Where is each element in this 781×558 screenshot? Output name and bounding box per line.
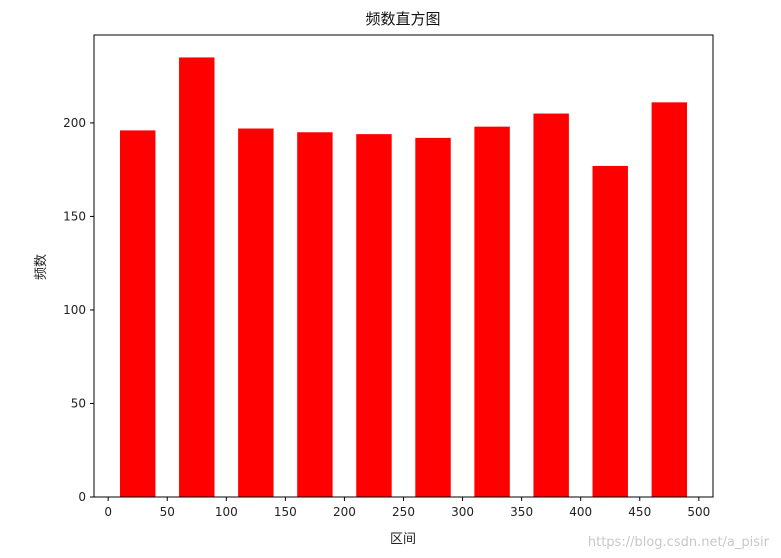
x-tick-label: 150 <box>274 505 297 519</box>
y-tick-label: 50 <box>71 396 86 410</box>
bar-1 <box>179 57 215 497</box>
x-axis-label: 区间 <box>390 532 416 547</box>
y-tick-label: 0 <box>78 490 86 504</box>
y-tick-label: 100 <box>63 303 86 317</box>
watermark-text: https://blog.csdn.net/a_pisir <box>587 535 769 550</box>
bar-7 <box>533 113 569 497</box>
x-tick-label: 250 <box>392 505 415 519</box>
y-tick-label: 200 <box>63 116 86 130</box>
bar-4 <box>356 134 392 497</box>
x-tick-label: 0 <box>104 505 112 519</box>
x-tick-label: 200 <box>333 505 356 519</box>
bars-group <box>119 57 688 498</box>
y-axis-label: 频数 <box>34 254 49 280</box>
x-tick-label: 500 <box>687 505 710 519</box>
bar-5 <box>415 137 451 497</box>
x-tick-label: 50 <box>160 505 175 519</box>
bar-2 <box>238 128 274 497</box>
y-axis-ticks: 0 50 100 150 200 <box>63 116 94 504</box>
bar-9 <box>651 102 688 497</box>
x-tick-label: 300 <box>451 505 474 519</box>
x-axis-ticks: 0 50 100 150 200 250 300 350 400 450 500 <box>104 497 710 519</box>
bar-0 <box>119 130 156 498</box>
x-tick-label: 450 <box>628 505 651 519</box>
plot-area-frame <box>93 34 714 498</box>
bar-3 <box>297 132 333 497</box>
bar-8 <box>592 165 628 498</box>
x-tick-label: 350 <box>510 505 533 519</box>
chart-title: 频数直方图 <box>365 10 440 28</box>
x-tick-label: 100 <box>215 505 238 519</box>
x-tick-label: 400 <box>569 505 592 519</box>
bar-6 <box>474 126 510 497</box>
y-tick-label: 150 <box>63 209 86 223</box>
